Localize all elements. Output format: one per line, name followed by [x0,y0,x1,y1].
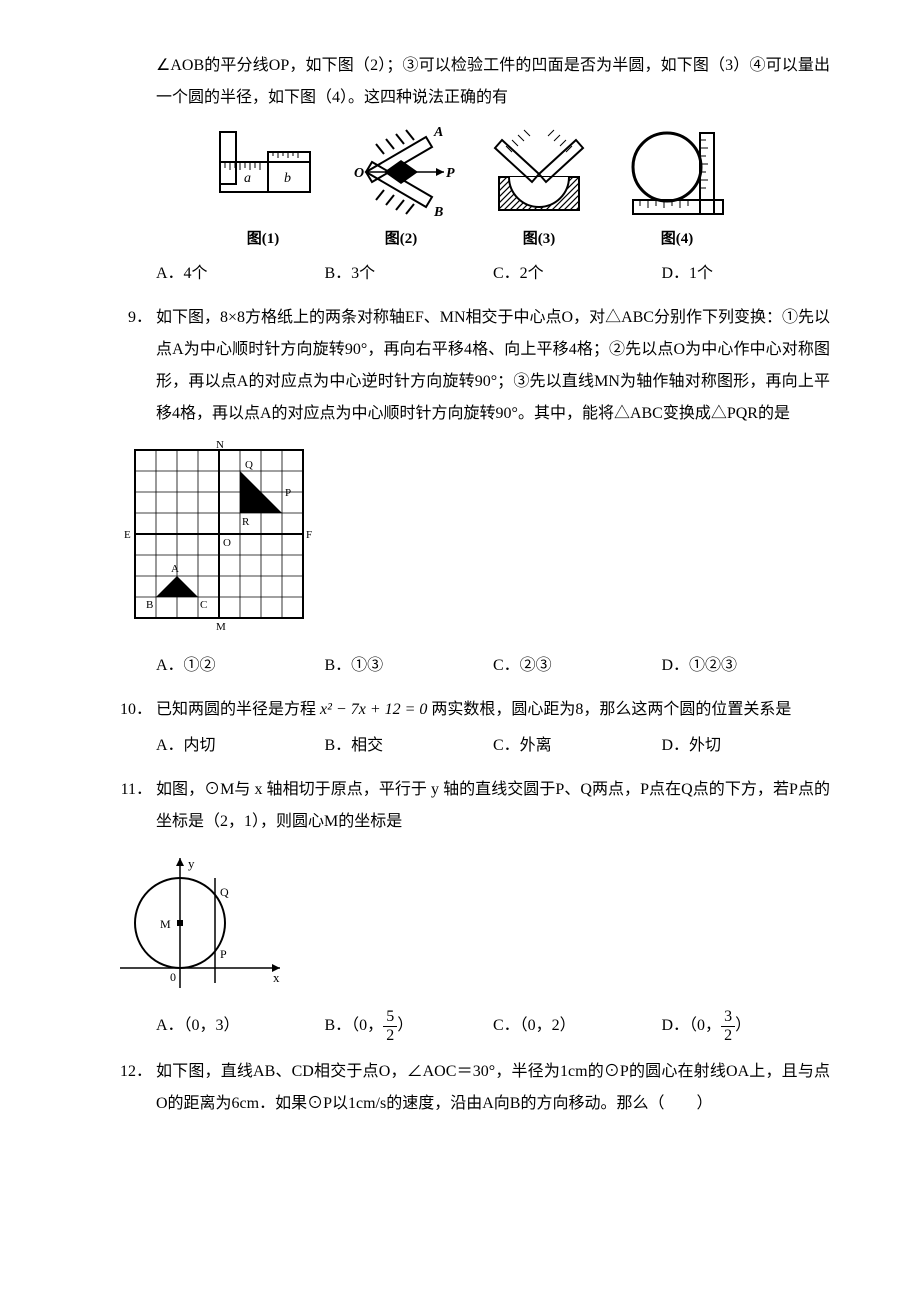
q9-number: 9． [110,302,156,334]
svg-text:M: M [160,917,171,931]
q8-options: A．4个 B．3个 C．2个 D．1个 [156,258,830,290]
q11-option-d[interactable]: D．（0，32） [662,1008,831,1044]
question-11: 11． 如图，⊙M与 x 轴相切于原点，平行于 y 轴的直线交圆于P、Q两点，P… [110,774,830,1044]
svg-text:a: a [244,171,251,186]
semicircle-check-icon [484,122,594,222]
q10-number: 10． [110,694,156,726]
svg-text:Q: Q [245,459,253,471]
question-10: 10． 已知两圆的半径是方程 x² − 7x + 12 = 0 两实数根，圆心距… [110,694,830,762]
q8-option-b[interactable]: B．3个 [325,258,494,290]
q8-fig3: 图(3) [484,122,594,254]
svg-text:A: A [433,125,443,140]
q9-option-c[interactable]: C．②③ [493,650,662,682]
q8-fig2: O A B P 图(2) [346,122,456,254]
q11-option-a[interactable]: A．（0，3） [156,1010,325,1042]
q8-fig2-caption: 图(2) [346,224,456,254]
grid-triangles-icon: N Q P R E F O A B C M [110,440,330,640]
q12-text: 如下图，直线AB、CD相交于点O，∠AOC＝30°，半径为1cm的⊙P的圆心在射… [156,1056,830,1120]
q9-options: A．①② B．①③ C．②③ D．①②③ [156,650,830,682]
svg-text:N: N [216,440,224,451]
svg-text:B: B [433,205,443,220]
q11-text: 如图，⊙M与 x 轴相切于原点，平行于 y 轴的直线交圆于P、Q两点，P点在Q点… [156,774,830,838]
q10-equation: x² − 7x + 12 = 0 [320,701,427,718]
svg-text:0: 0 [170,970,176,984]
q8-option-a[interactable]: A．4个 [156,258,325,290]
question-8-continued: ∠AOB的平分线OP，如下图（2）；③可以检验工件的凹面是否为半圆，如下图（3）… [110,50,830,290]
svg-text:x: x [273,970,280,985]
q9-option-a[interactable]: A．①② [156,650,325,682]
svg-text:M: M [216,621,226,633]
q11-options: A．（0，3） B．（0，52） C．（0，2） D．（0，32） [156,1008,830,1044]
svg-text:O: O [223,537,231,549]
q11-figure: y x 0 M Q P [110,848,830,998]
svg-text:P: P [285,487,291,499]
q12-number: 12． [110,1056,156,1088]
question-12: 12． 如下图，直线AB、CD相交于点O，∠AOC＝30°，半径为1cm的⊙P的… [110,1056,830,1120]
q10-text: 已知两圆的半径是方程 x² − 7x + 12 = 0 两实数根，圆心距为8，那… [156,694,830,726]
q10-option-b[interactable]: B．相交 [325,730,494,762]
svg-text:P: P [220,947,227,961]
svg-text:B: B [146,599,153,611]
q11-number: 11． [110,774,156,806]
angle-bisector-icon: O A B P [346,122,456,222]
svg-text:Q: Q [220,885,229,899]
circle-radius-icon [622,122,732,222]
q8-option-d[interactable]: D．1个 [662,258,831,290]
q8-fig4: 图(4) [622,122,732,254]
svg-text:P: P [446,166,455,181]
svg-text:y: y [188,856,195,871]
q10-option-c[interactable]: C．外离 [493,730,662,762]
svg-text:b: b [284,171,291,186]
svg-text:F: F [306,529,312,541]
q8-figure-row: a b 图(1) O A B [110,122,830,254]
circle-tangent-axis-icon: y x 0 M Q P [110,848,290,998]
q10-option-a[interactable]: A．内切 [156,730,325,762]
svg-text:O: O [354,166,364,181]
q10-option-d[interactable]: D．外切 [662,730,831,762]
q9-figure: N Q P R E F O A B C M [110,440,830,640]
q9-option-b[interactable]: B．①③ [325,650,494,682]
q8-fig3-caption: 图(3) [484,224,594,254]
q8-text: ∠AOB的平分线OP，如下图（2）；③可以检验工件的凹面是否为半圆，如下图（3）… [156,50,830,114]
svg-text:E: E [124,529,131,541]
q8-fig4-caption: 图(4) [622,224,732,254]
q8-fig1-caption: 图(1) [208,224,318,254]
svg-text:C: C [200,599,207,611]
q11-option-c[interactable]: C．（0，2） [493,1010,662,1042]
q9-text: 如下图，8×8方格纸上的两条对称轴EF、MN相交于中心点O，对△ABC分别作下列… [156,302,830,430]
q8-fig1: a b 图(1) [208,122,318,254]
q8-option-c[interactable]: C．2个 [493,258,662,290]
ruler-rectangles-icon: a b [208,122,318,222]
svg-text:A: A [171,563,179,575]
svg-text:R: R [242,516,250,528]
q9-option-d[interactable]: D．①②③ [662,650,831,682]
q10-options: A．内切 B．相交 C．外离 D．外切 [156,730,830,762]
question-9: 9． 如下图，8×8方格纸上的两条对称轴EF、MN相交于中心点O，对△ABC分别… [110,302,830,682]
q11-option-b[interactable]: B．（0，52） [325,1008,494,1044]
